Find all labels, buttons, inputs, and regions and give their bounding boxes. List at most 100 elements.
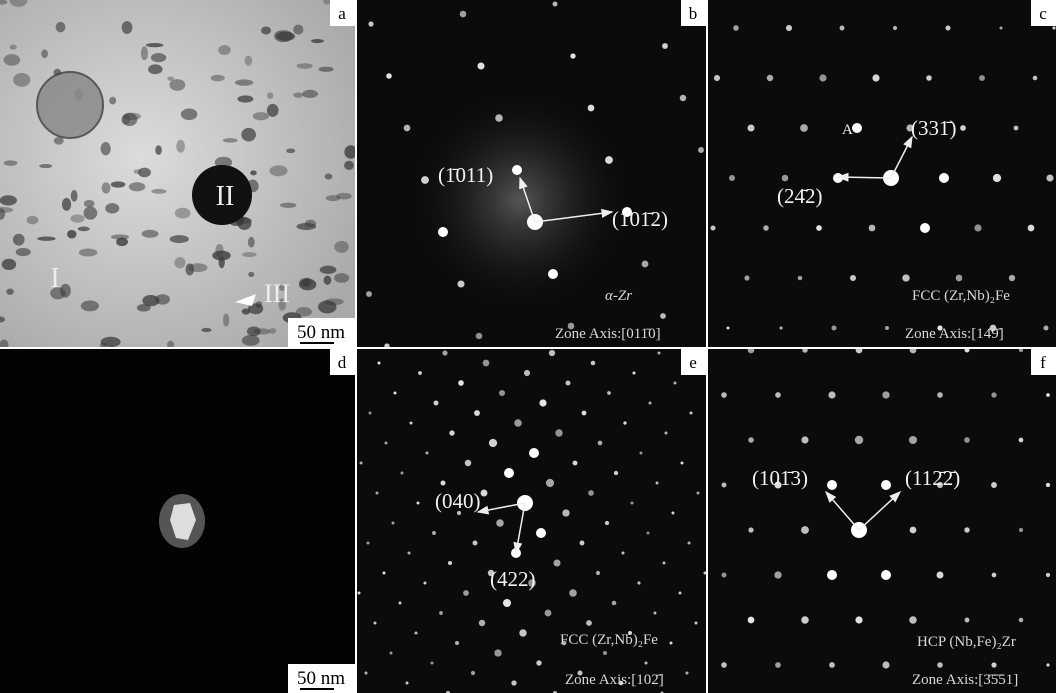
scale-label: 50 nm xyxy=(297,668,345,689)
diffraction-spot xyxy=(909,616,917,624)
diffraction-spot xyxy=(499,390,505,396)
diffraction-spot xyxy=(902,274,909,281)
index-label: (24̄2) xyxy=(777,184,823,208)
diffraction-spot xyxy=(496,519,504,527)
figure: II I III a 50 nm (1̄011) (101̄2) α-Zr Zo… xyxy=(0,0,1056,693)
diffraction-spot xyxy=(721,662,727,668)
diffraction-spot xyxy=(588,105,595,112)
diffraction-spot xyxy=(1000,27,1003,30)
diffraction-spot xyxy=(748,617,755,624)
diffraction-spot xyxy=(481,490,488,497)
diffraction-spot xyxy=(656,482,659,485)
diffraction-spot xyxy=(1046,483,1050,487)
zone-axis: Zone Axis:[011̄0] xyxy=(555,326,661,342)
precipitate xyxy=(320,266,337,274)
precipitate xyxy=(241,128,256,142)
diffraction-spot xyxy=(856,347,863,354)
precipitate xyxy=(223,138,238,143)
diffraction-spot xyxy=(831,325,836,330)
precipitate xyxy=(175,208,191,219)
precipitate xyxy=(155,145,162,155)
diffraction-spot xyxy=(926,75,932,81)
diffraction-spot xyxy=(431,662,434,665)
diffraction-spot xyxy=(570,53,575,58)
precipitate xyxy=(174,257,185,269)
diffraction-spot xyxy=(417,502,420,505)
panel-e: (040) (422) FCC (Zr,Nb)₂Fe Zone Axis:[10… xyxy=(357,349,707,693)
precipitate xyxy=(116,238,128,247)
diffraction-spot xyxy=(546,479,554,487)
precipitate xyxy=(318,67,333,72)
precipitate xyxy=(248,237,255,248)
diffraction-spot xyxy=(956,275,963,282)
diffraction-spot xyxy=(384,343,389,348)
diffraction-spot xyxy=(358,592,361,595)
diffraction-spot xyxy=(434,401,439,406)
precipitate xyxy=(167,341,174,349)
diffraction-spot xyxy=(392,522,395,525)
precipitate xyxy=(223,313,229,326)
diffraction-spot xyxy=(524,370,530,376)
diffraction-spot xyxy=(964,527,969,532)
precipitate xyxy=(56,22,66,32)
diffraction-spot xyxy=(605,156,613,164)
diffraction-spot xyxy=(786,25,792,31)
diffraction-spot xyxy=(562,509,569,516)
diffraction-spot xyxy=(649,402,652,405)
precipitate xyxy=(60,284,71,298)
precipitate xyxy=(122,21,133,34)
diffraction-spot xyxy=(438,227,448,237)
index-label: (101̄2) xyxy=(612,207,668,231)
precipitate xyxy=(146,43,164,47)
index-label: (422) xyxy=(490,567,536,591)
diffraction-spot xyxy=(763,225,769,231)
diffraction-spot xyxy=(1019,348,1023,352)
precipitate xyxy=(269,328,276,334)
diffraction-spot xyxy=(964,437,970,443)
precipitate xyxy=(324,276,332,285)
diffraction-spot xyxy=(369,412,372,415)
precipitate xyxy=(185,263,194,275)
diffraction-spot xyxy=(965,348,970,353)
diffraction-spot xyxy=(529,448,539,458)
precipitate xyxy=(141,46,148,60)
precipitate xyxy=(142,230,159,238)
diffraction-spot xyxy=(406,682,409,685)
panel-a: II I III a 50 nm xyxy=(0,0,357,350)
precipitate xyxy=(253,112,269,120)
diffraction-spot xyxy=(385,442,388,445)
diffraction-spot xyxy=(360,462,363,465)
diffraction-spot xyxy=(747,124,754,131)
panel-letter: d xyxy=(338,353,347,372)
diffraction-spot xyxy=(698,147,704,153)
diffraction-spot xyxy=(829,662,835,668)
diffraction-spot xyxy=(504,468,514,478)
diffraction-spot xyxy=(775,662,781,668)
diffraction-spot xyxy=(816,225,822,231)
diffraction-spot xyxy=(1009,275,1015,281)
diffraction-spot xyxy=(672,512,675,515)
diffraction-spot xyxy=(801,436,808,443)
diffraction-spot xyxy=(596,571,600,575)
diffraction-spot xyxy=(637,581,640,584)
diffraction-spot xyxy=(704,572,707,575)
diffraction-spot xyxy=(697,492,700,495)
diffraction-spot xyxy=(827,570,837,580)
precipitate xyxy=(201,328,211,332)
panel-letter: e xyxy=(689,353,697,372)
precipitate xyxy=(293,24,303,34)
precipitate xyxy=(109,97,116,105)
precipitate xyxy=(78,226,90,231)
diffraction-spot xyxy=(893,26,897,30)
diffraction-spot xyxy=(748,347,755,354)
halo xyxy=(410,90,630,310)
diffraction-spot xyxy=(852,123,862,133)
diffraction-spot xyxy=(729,175,735,181)
diffraction-spot xyxy=(688,542,691,545)
precipitate xyxy=(245,56,253,66)
phase-label: FCC (Zr,Nb)₂Fe xyxy=(912,288,1010,304)
precipitate xyxy=(151,189,166,194)
precipitate xyxy=(81,300,99,311)
diffraction-spot xyxy=(426,452,429,455)
diffraction-spot xyxy=(449,430,454,435)
